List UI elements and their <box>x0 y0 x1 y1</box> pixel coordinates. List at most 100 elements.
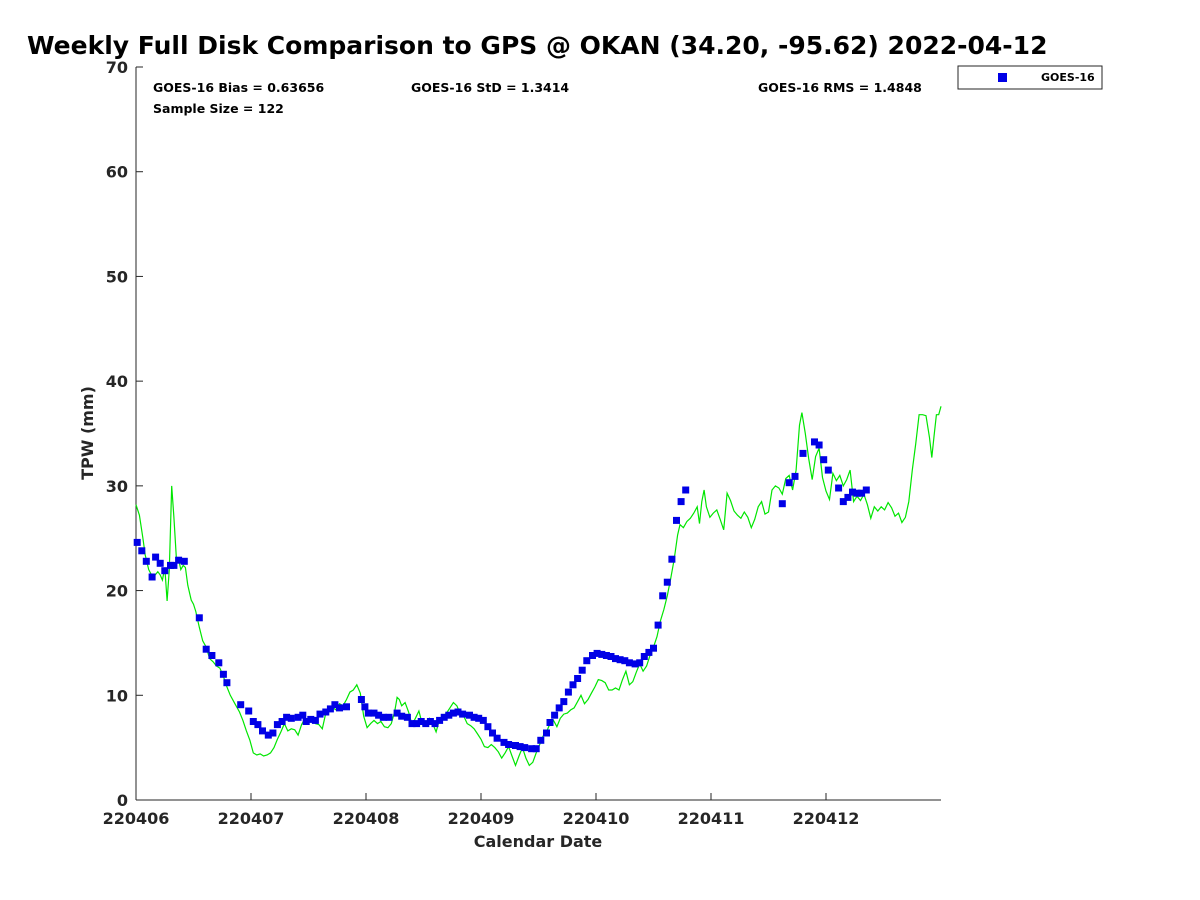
goes16-data-point <box>640 653 648 660</box>
goes16-data-point <box>659 592 667 600</box>
goes16-data-point <box>436 716 444 724</box>
goes16-data-point <box>645 648 653 656</box>
goes16-data-point <box>219 670 227 678</box>
goes16-data-point <box>375 711 383 719</box>
y-tick-label: 10 <box>106 686 128 705</box>
goes16-data-point <box>479 716 487 724</box>
goes16-data-point <box>180 557 188 565</box>
goes16-data-point <box>484 723 492 731</box>
goes16-data-point <box>249 718 257 725</box>
goes16-data-point <box>326 705 334 713</box>
goes16-data-point <box>631 660 639 668</box>
y-axis-label: TPW (mm) <box>78 386 97 480</box>
x-tick-label: 220406 <box>103 809 170 828</box>
plot-area: 0 10 20 30 40 50 60 70 220406 220407 220408 220409… <box>103 58 942 828</box>
goes16-data-point <box>574 675 582 682</box>
goes16-data-point <box>835 484 843 492</box>
goes16-data-point <box>269 729 277 737</box>
goes16-data-point <box>621 657 629 665</box>
goes16-data-point <box>551 711 559 719</box>
goes16-data-point <box>379 713 387 721</box>
gps-series-line <box>135 406 942 768</box>
y-tick-label: 30 <box>106 477 128 496</box>
goes16-data-point <box>593 649 601 657</box>
goes16-data-point <box>322 708 330 716</box>
goes16-data-point <box>278 718 286 725</box>
y-tick-label: 20 <box>106 582 128 601</box>
legend: GOES-16 <box>957 65 1103 90</box>
goes16-data-point <box>156 559 164 567</box>
rms-stat: GOES-16 RMS = 1.4848 <box>758 80 922 95</box>
goes16-data-point <box>537 736 545 744</box>
goes16-data-point <box>532 745 540 753</box>
goes16-data-point <box>625 659 633 667</box>
goes16-data-point <box>403 713 411 721</box>
goes16-data-point <box>316 710 324 718</box>
goes16-data-point <box>343 703 350 711</box>
goes16-data-point <box>287 714 295 722</box>
goes16-data-point <box>799 449 807 457</box>
goes16-data-point <box>302 718 310 725</box>
goes16-data-point <box>357 696 365 703</box>
goes16-data-point <box>650 644 657 652</box>
goes16-data-point <box>583 657 591 665</box>
goes16-data-point <box>413 720 421 728</box>
goes16-data-point <box>331 701 339 709</box>
goes16-data-point <box>546 719 554 726</box>
goes16-data-point <box>385 713 393 721</box>
goes16-data-point <box>364 709 372 717</box>
goes16-data-point <box>237 701 245 709</box>
goes16-data-point <box>505 741 513 748</box>
goes16-data-point <box>138 547 146 555</box>
goes16-data-point <box>636 659 644 667</box>
goes16-data-point <box>336 704 343 712</box>
goes16-data-point <box>824 466 832 474</box>
goes16-data-point <box>839 498 847 506</box>
goes16-data-point <box>489 729 496 737</box>
goes16-data-point <box>431 720 439 728</box>
chart-title: Weekly Full Disk Comparison to GPS @ OKA… <box>27 31 1047 60</box>
goes16-data-point <box>264 731 272 739</box>
goes16-data-point <box>299 711 307 719</box>
goes16-data-point <box>811 438 818 446</box>
y-tick-label: 0 <box>117 791 128 810</box>
goes16-data-point <box>589 652 596 659</box>
goes16-data-point <box>422 720 430 728</box>
goes16-data-point <box>466 711 473 719</box>
goes16-data-point <box>161 567 169 575</box>
plot-frame <box>136 67 941 800</box>
y-tick-label: 60 <box>106 163 128 182</box>
goes16-data-point <box>607 653 615 660</box>
goes16-data-point <box>528 745 536 753</box>
goes16-data-point <box>445 711 453 719</box>
goes16-data-point <box>668 555 676 563</box>
goes16-data-point <box>273 721 281 729</box>
goes16-data-point <box>449 709 457 717</box>
goes16-data-point <box>152 553 160 561</box>
goes16-data-point <box>853 489 861 497</box>
goes16-data-point <box>862 486 870 494</box>
bias-stat: GOES-16 Bias = 0.63656 <box>153 80 324 95</box>
goes16-data-point <box>208 652 216 659</box>
goes16-data-point <box>426 718 434 725</box>
goes16-data-point <box>470 713 478 721</box>
goes16-data-point <box>459 710 467 718</box>
goes16-data-point <box>778 500 786 508</box>
x-axis-ticks: 220406 220407 220408 220409 220410 220411 2204… <box>103 793 859 828</box>
goes16-data-point <box>521 744 529 752</box>
goes16-data-point <box>202 645 210 653</box>
goes16-data-point <box>598 650 606 658</box>
goes16-data-point <box>408 720 416 728</box>
y-tick-label: 70 <box>106 58 128 77</box>
goes16-data-point <box>543 729 550 737</box>
goes16-data-point <box>682 486 690 494</box>
y-axis-ticks: 0 10 20 30 40 50 60 70 <box>106 58 143 810</box>
x-axis-label: Calendar Date <box>474 832 603 851</box>
goes16-data-point <box>512 742 519 749</box>
goes16-data-point <box>564 688 572 696</box>
goes16-data-point <box>195 614 203 622</box>
goes16-data-point <box>612 655 619 663</box>
goes16-data-point <box>440 713 448 721</box>
goes16-data-point <box>417 718 425 725</box>
